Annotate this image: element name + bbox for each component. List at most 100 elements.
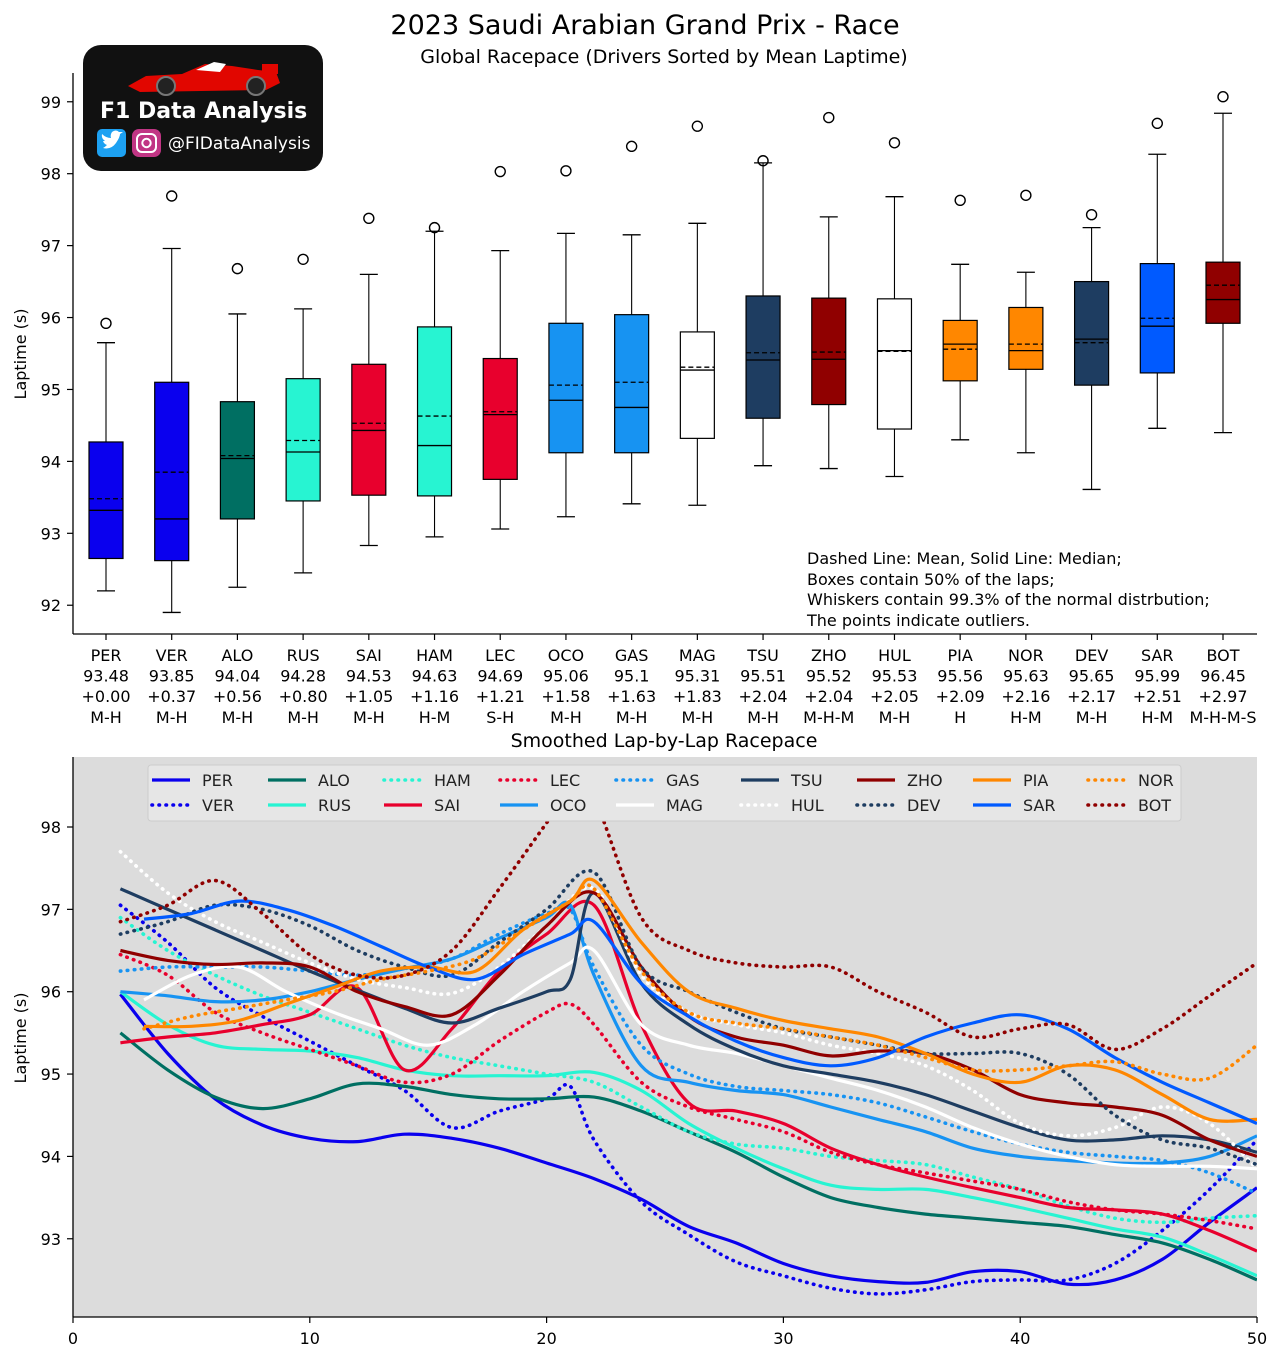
- box-nor: [1008, 189, 1044, 454]
- driver-tyres: M-H: [682, 708, 714, 727]
- legend-entry-hul: HUL: [739, 796, 824, 815]
- box-iqr: [876, 298, 913, 430]
- boxplot-y-tick-label: 98: [41, 165, 61, 184]
- driver-code: ALO: [221, 646, 253, 665]
- boxplot-y-tick-label: 99: [41, 93, 61, 112]
- series-line-bot: [118, 782, 1257, 1052]
- legend-label: SAR: [1023, 796, 1056, 815]
- driver-mean: 94.28: [280, 667, 326, 686]
- series-line-ver: [118, 903, 1257, 1296]
- boxplot-boxes: [88, 91, 1241, 614]
- line-series-group: [118, 782, 1257, 1296]
- legend-entry-dev: DEV: [855, 796, 940, 815]
- driver-gap: +2.04: [739, 687, 788, 706]
- driver-code: SAI: [356, 646, 382, 665]
- box-iqr: [88, 441, 124, 560]
- box-iqr: [679, 331, 715, 439]
- box-bot: [1205, 91, 1241, 434]
- legend-label: OCO: [550, 796, 586, 815]
- driver-code: PIA: [948, 646, 973, 665]
- driver-tyres: M-H-M-S: [1189, 708, 1256, 727]
- driver-mean: 95.63: [1003, 667, 1049, 686]
- line-x-ticks: 0 10 20 30 40 50: [68, 1317, 1267, 1348]
- box-outlier: [428, 221, 441, 234]
- driver-mean: 93.48: [83, 667, 129, 686]
- legend-label: BOT: [1138, 796, 1171, 815]
- box-iqr: [1008, 306, 1044, 370]
- line-y-ticks: 93 94 95 96 97 98: [41, 818, 73, 1249]
- box-outlier: [100, 317, 112, 329]
- driver-gap: +2.16: [1001, 687, 1050, 706]
- driver-tyres: M-H: [353, 708, 385, 727]
- driver-tyres: M-H: [1076, 708, 1108, 727]
- box-iqr: [416, 326, 453, 497]
- line-x-tick-label: 0: [68, 1329, 78, 1348]
- driver-tyres: M-H: [616, 708, 648, 727]
- driver-gap: +2.51: [1133, 687, 1182, 706]
- series-line-lec: [118, 952, 1257, 1231]
- line-y-tick-label: 94: [41, 1147, 61, 1166]
- driver-mean: 93.85: [149, 667, 195, 686]
- driver-gap: +2.05: [870, 687, 919, 706]
- box-outlier: [560, 165, 572, 177]
- legend-entry-sai: SAI: [384, 796, 460, 815]
- legend-entry-lec: LEC: [498, 771, 580, 790]
- main-subtitle: Global Racepace (Drivers Sorted by Mean …: [420, 46, 907, 68]
- logo-badge: F1 Data Analysis @FIDataAnalysis: [83, 45, 323, 171]
- driver-code: TSU: [746, 646, 779, 665]
- driver-tyres: H-M: [419, 708, 451, 727]
- legend-entry-sar: SAR: [973, 796, 1056, 815]
- driver-mean: 96.45: [1200, 667, 1246, 686]
- box-iqr: [942, 319, 978, 382]
- line-x-tick-label: 40: [1010, 1329, 1030, 1348]
- legend-entry-gas: GAS: [614, 771, 700, 790]
- box-iqr: [745, 295, 781, 419]
- box-outlier: [297, 253, 309, 265]
- line-plot-area: [73, 757, 1257, 1317]
- driver-code: LEC: [485, 646, 515, 665]
- box-ver: [154, 190, 190, 614]
- driver-tyres: M-H: [747, 708, 779, 727]
- box-outlier: [166, 190, 178, 202]
- driver-tyres: M-H: [156, 708, 188, 727]
- note-line-4: The points indicate outliers.: [806, 611, 1030, 630]
- logo-handle: @FIDataAnalysis: [168, 134, 311, 154]
- instagram-icon: [132, 129, 161, 157]
- driver-mean: 95.51: [740, 667, 786, 686]
- legend-label: MAG: [666, 796, 703, 815]
- legend-entry-tsu: TSU: [741, 771, 823, 790]
- box-outlier: [1151, 117, 1163, 130]
- box-outlier: [954, 194, 966, 207]
- line-x-tick-label: 20: [536, 1329, 556, 1348]
- legend-label: SAI: [434, 796, 460, 815]
- box-outlier: [888, 137, 901, 149]
- legend-entry-nor: NOR: [1086, 771, 1174, 790]
- twitter-bird-icon: [101, 130, 123, 149]
- legend-label: VER: [202, 796, 234, 815]
- note-line-1: Dashed Line: Mean, Solid Line: Median;: [807, 549, 1122, 568]
- legend-entry-rus: RUS: [268, 796, 351, 815]
- box-iqr: [154, 381, 190, 562]
- driver-code: HUL: [878, 646, 911, 665]
- line-y-tick-label: 97: [41, 900, 61, 919]
- line-y-tick-label: 93: [41, 1230, 61, 1249]
- driver-tyres: M-H: [879, 708, 911, 727]
- box-pia: [942, 194, 978, 441]
- box-iqr: [1205, 261, 1241, 324]
- driver-tyres: M-H-M: [803, 708, 854, 727]
- driver-tyres: H-M: [1010, 708, 1042, 727]
- box-iqr: [351, 363, 387, 496]
- boxplot-y-tick-label: 95: [41, 380, 61, 399]
- driver-gap: +2.09: [936, 687, 985, 706]
- legend-label: NOR: [1138, 771, 1174, 790]
- series-line-mag: [143, 945, 1257, 1171]
- driver-tyres: S-H: [486, 708, 514, 727]
- legend-label: DEV: [907, 796, 940, 815]
- driver-mean: 95.56: [937, 667, 983, 686]
- f1-car-icon: [128, 62, 280, 96]
- box-oco: [548, 165, 584, 518]
- driver-gap: +2.17: [1067, 687, 1116, 706]
- driver-code: SAR: [1141, 646, 1174, 665]
